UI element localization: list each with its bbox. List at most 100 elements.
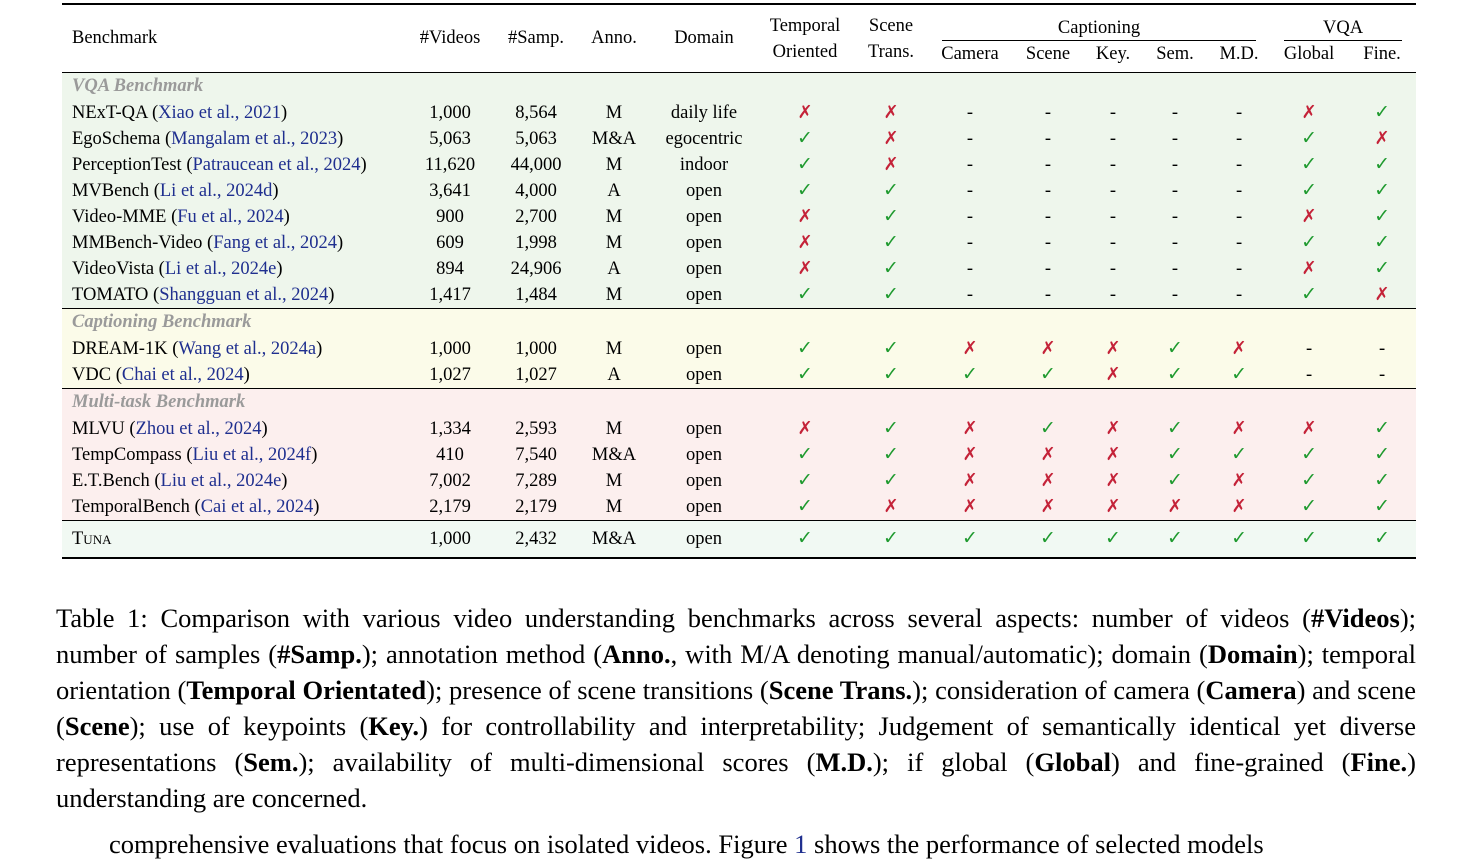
cell-camera: - xyxy=(928,126,1012,152)
check-icon: ✓ xyxy=(1374,443,1390,465)
citation-link[interactable]: Cai et al., 2024 xyxy=(200,496,314,517)
cell-benchmark: TOMATO (Shangguan et al., 2024) xyxy=(72,284,335,305)
citation-link[interactable]: Shangguan et al., 2024 xyxy=(159,284,329,305)
header-global: Global xyxy=(1283,44,1335,64)
dash-mark: - xyxy=(1044,284,1052,305)
check-icon: ✓ xyxy=(1374,101,1390,123)
citation-link[interactable]: Mangalam et al., 2023 xyxy=(171,128,338,149)
cross-icon: ✗ xyxy=(1040,496,1056,517)
dash-mark: - xyxy=(1044,102,1052,123)
check-icon: ✓ xyxy=(883,337,899,359)
cross-icon: ✗ xyxy=(883,154,899,175)
citation-link[interactable]: Li et al., 2024d xyxy=(159,180,273,201)
check-icon: ✓ xyxy=(797,527,813,549)
caption-term: Global xyxy=(1034,747,1111,777)
citation-link[interactable]: Liu et al., 2024f xyxy=(192,444,312,465)
cell-camera: - xyxy=(928,230,1012,256)
cell-key: ✗ xyxy=(1084,362,1142,389)
dash-mark: - xyxy=(1235,154,1243,175)
cell-camera: ✗ xyxy=(928,494,1012,521)
cell-anno: M xyxy=(605,232,623,253)
check-icon: ✓ xyxy=(1374,495,1390,517)
cell-global: ✗ xyxy=(1270,256,1348,282)
table-row: EgoSchema (Mangalam et al., 2023) 5,063 5,… xyxy=(62,126,1417,152)
cell-camera: - xyxy=(928,178,1012,204)
benchmark-name: VideoVista xyxy=(72,258,155,279)
table-row: TempCompass (Liu et al., 2024f) 410 7,540 M… xyxy=(62,442,1417,468)
citation-link[interactable]: Wang et al., 2024a xyxy=(178,338,317,359)
cell-key: - xyxy=(1084,152,1142,178)
benchmark-name: TOMATO xyxy=(72,284,149,305)
cell-sem: ✓ xyxy=(1142,468,1208,494)
cell-videos: 5,063 xyxy=(429,128,471,149)
table-row: PerceptionTest (Patraucean et al., 2024)… xyxy=(62,152,1417,178)
citation-link[interactable]: Patraucean et al., 2024 xyxy=(192,154,361,175)
cell-samples: 7,289 xyxy=(515,470,557,491)
cross-icon: ✗ xyxy=(962,470,978,491)
cell-sem: ✓ xyxy=(1142,416,1208,442)
cell-domain: open xyxy=(686,528,722,549)
table-body: VQA Benchmark NExT-QA (Xiao et al., 2021)… xyxy=(62,72,1417,559)
check-icon: ✓ xyxy=(1374,527,1390,549)
cell-temporal: ✗ xyxy=(756,204,854,230)
citation-link[interactable]: Liu et al., 2024e xyxy=(160,470,282,491)
check-icon: ✓ xyxy=(1167,527,1183,549)
cell-scene-trans: ✓ xyxy=(854,230,928,256)
cell-domain: open xyxy=(686,232,722,253)
check-icon: ✓ xyxy=(1105,527,1121,549)
citation-link[interactable]: Fang et al., 2024 xyxy=(213,232,338,253)
benchmark-name: TempCompass xyxy=(72,444,182,465)
cell-fine: ✗ xyxy=(1348,126,1416,152)
cell-scene-trans: ✓ xyxy=(854,178,928,204)
check-icon: ✓ xyxy=(883,417,899,439)
cell-md: ✗ xyxy=(1208,468,1270,494)
caption-term: Temporal Orientated xyxy=(186,675,427,705)
cell-samples: 1,484 xyxy=(515,284,557,305)
cross-icon: ✗ xyxy=(797,418,813,439)
cell-samples: 5,063 xyxy=(515,128,557,149)
dash-mark: - xyxy=(1305,364,1313,385)
caption-term: Fine. xyxy=(1350,747,1408,777)
check-icon: ✓ xyxy=(1301,527,1317,549)
cell-temporal: ✗ xyxy=(756,416,854,442)
check-icon: ✓ xyxy=(1374,231,1390,253)
cell-global: ✓ xyxy=(1270,494,1348,521)
cell-md: - xyxy=(1208,152,1270,178)
cross-icon: ✗ xyxy=(1301,418,1317,439)
cell-temporal: ✗ xyxy=(756,256,854,282)
cell-key: - xyxy=(1084,230,1142,256)
cell-global: ✗ xyxy=(1270,416,1348,442)
citation-link[interactable]: Zhou et al., 2024 xyxy=(135,418,262,439)
cell-md: ✓ xyxy=(1208,521,1270,559)
cell-domain: indoor xyxy=(679,154,729,175)
citation-link[interactable]: Chai et al., 2024 xyxy=(121,364,244,385)
check-icon: ✓ xyxy=(883,283,899,305)
citation-link[interactable]: Xiao et al., 2021 xyxy=(158,102,281,123)
cell-md: ✗ xyxy=(1208,494,1270,521)
cell-temporal: ✓ xyxy=(756,152,854,178)
body-text: comprehensive evaluations that focus on … xyxy=(56,829,795,859)
cell-key: - xyxy=(1084,126,1142,152)
dash-mark: - xyxy=(1378,338,1386,359)
citation-link[interactable]: Fu et al., 2024 xyxy=(177,206,284,227)
cell-camera: ✓ xyxy=(928,521,1012,559)
cell-samples: 1,998 xyxy=(515,232,557,253)
check-icon: ✓ xyxy=(883,469,899,491)
cell-global: ✓ xyxy=(1270,521,1348,559)
cell-temporal: ✓ xyxy=(756,521,854,559)
caption-term: Anno. xyxy=(602,639,671,669)
cell-anno: M xyxy=(605,418,623,439)
check-icon: ✓ xyxy=(1374,417,1390,439)
check-icon: ✓ xyxy=(1231,363,1247,385)
citation-link[interactable]: Li et al., 2024e xyxy=(164,258,277,279)
cell-sem: ✗ xyxy=(1142,494,1208,521)
figure-ref-link[interactable]: 1 xyxy=(794,829,808,859)
cell-videos: 3,641 xyxy=(429,180,471,201)
dash-mark: - xyxy=(1235,128,1243,149)
dash-mark: - xyxy=(1044,206,1052,227)
cell-anno: A xyxy=(607,364,621,385)
benchmark-name: EgoSchema xyxy=(72,128,161,149)
cross-icon: ✗ xyxy=(883,496,899,517)
cell-anno: M xyxy=(605,338,623,359)
cell-sem: - xyxy=(1142,100,1208,126)
